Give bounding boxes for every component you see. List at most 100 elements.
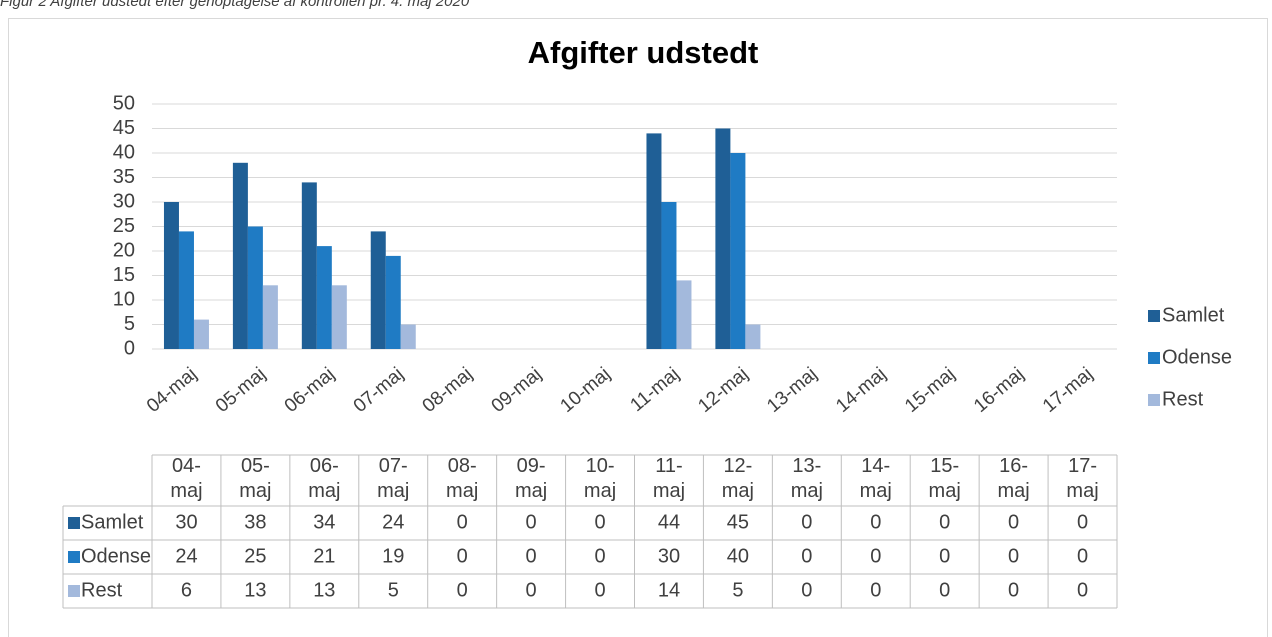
table-header: 17-maj bbox=[1066, 455, 1098, 502]
table-cell: 0 bbox=[1008, 579, 1019, 601]
caption: Figur 2 Afgifter udstedt efter genoptage… bbox=[0, 0, 470, 10]
x-tick-label: 16-maj bbox=[970, 364, 1028, 417]
y-tick-label: 0 bbox=[124, 337, 135, 359]
table-cell: 34 bbox=[313, 511, 335, 533]
table-cell: 0 bbox=[870, 511, 881, 533]
table-cell: 0 bbox=[801, 579, 812, 601]
bar bbox=[178, 231, 194, 349]
table-cell: 44 bbox=[658, 511, 680, 533]
bar bbox=[385, 255, 401, 349]
table-cell: 0 bbox=[526, 579, 537, 601]
table-header: 11-maj bbox=[653, 455, 685, 502]
x-tick-label: 15-maj bbox=[901, 364, 959, 417]
y-tick-label: 5 bbox=[124, 313, 135, 335]
table-cell: 6 bbox=[181, 579, 192, 601]
bar bbox=[730, 153, 746, 349]
table-cell: 0 bbox=[594, 545, 605, 567]
x-tick-label: 09-maj bbox=[488, 364, 546, 417]
bar bbox=[646, 133, 662, 349]
y-tick-label: 15 bbox=[113, 264, 135, 286]
table-cell: 0 bbox=[870, 545, 881, 567]
bar bbox=[715, 128, 731, 349]
table-cell: 24 bbox=[382, 511, 404, 533]
x-tick-label: 08-maj bbox=[419, 364, 477, 417]
table-header: 14-maj bbox=[860, 455, 892, 502]
table-header: 10-maj bbox=[584, 455, 616, 502]
table-cell: 19 bbox=[382, 545, 404, 567]
x-tick-label: 13-maj bbox=[763, 364, 821, 417]
table-row-label: Rest bbox=[81, 579, 123, 601]
table-cell: 45 bbox=[727, 511, 749, 533]
table-header: 12-maj bbox=[722, 455, 754, 502]
table-cell: 5 bbox=[388, 579, 399, 601]
legend-label: Odense bbox=[1162, 346, 1232, 368]
table-cell: 0 bbox=[457, 545, 468, 567]
table-cell: 0 bbox=[1008, 511, 1019, 533]
table-cell: 0 bbox=[870, 579, 881, 601]
table-cell: 0 bbox=[457, 511, 468, 533]
legend-swatch bbox=[1148, 352, 1160, 364]
table-cell: 0 bbox=[1008, 545, 1019, 567]
table-cell: 0 bbox=[594, 579, 605, 601]
bar bbox=[370, 231, 386, 349]
table-cell: 0 bbox=[939, 579, 950, 601]
table-cell: 24 bbox=[175, 545, 197, 567]
bar bbox=[661, 202, 677, 349]
x-tick-label: 04-maj bbox=[143, 364, 201, 417]
table-cell: 0 bbox=[594, 511, 605, 533]
table-header: 15-maj bbox=[929, 455, 961, 502]
x-tick-label: 10-maj bbox=[556, 364, 614, 417]
y-tick-label: 40 bbox=[113, 141, 135, 163]
table-cell: 13 bbox=[313, 579, 335, 601]
table-cell: 0 bbox=[526, 511, 537, 533]
table-cell: 0 bbox=[939, 545, 950, 567]
x-tick-label: 12-maj bbox=[694, 364, 752, 417]
table-header: 07-maj bbox=[377, 455, 409, 502]
bar bbox=[331, 285, 347, 349]
y-tick-label: 10 bbox=[113, 288, 135, 310]
bar bbox=[193, 319, 209, 349]
y-tick-label: 50 bbox=[113, 92, 135, 114]
table-cell: 0 bbox=[1077, 511, 1088, 533]
table-swatch bbox=[68, 517, 80, 529]
bar bbox=[316, 246, 332, 349]
chart-border bbox=[8, 18, 1268, 637]
table-cell: 25 bbox=[244, 545, 266, 567]
table-cell: 0 bbox=[1077, 545, 1088, 567]
table-header: 08-maj bbox=[446, 455, 478, 502]
table-cell: 0 bbox=[526, 545, 537, 567]
x-tick-label: 05-maj bbox=[212, 364, 270, 417]
bar bbox=[232, 162, 248, 349]
bar bbox=[301, 182, 317, 349]
table-header: 09-maj bbox=[515, 455, 547, 502]
bar bbox=[262, 285, 278, 349]
table-cell: 14 bbox=[658, 579, 680, 601]
table-swatch bbox=[68, 585, 80, 597]
table-cell: 40 bbox=[727, 545, 749, 567]
table-cell: 0 bbox=[801, 511, 812, 533]
bar bbox=[400, 324, 416, 349]
table-cell: 13 bbox=[244, 579, 266, 601]
x-tick-label: 11-maj bbox=[626, 364, 683, 417]
legend-swatch bbox=[1148, 394, 1160, 406]
bar bbox=[745, 324, 761, 349]
y-tick-label: 25 bbox=[113, 215, 135, 237]
legend-label: Samlet bbox=[1162, 304, 1225, 326]
table-header: 13-maj bbox=[791, 455, 823, 502]
table-cell: 30 bbox=[175, 511, 197, 533]
y-tick-label: 45 bbox=[113, 117, 135, 139]
bar bbox=[676, 280, 692, 349]
x-tick-label: 07-maj bbox=[350, 364, 408, 417]
table-swatch bbox=[68, 551, 80, 563]
chart-title: Afgifter udstedt bbox=[528, 35, 759, 70]
table-cell: 5 bbox=[732, 579, 743, 601]
table-header: 04-maj bbox=[170, 455, 202, 502]
legend-label: Rest bbox=[1162, 388, 1204, 410]
y-tick-label: 30 bbox=[113, 190, 135, 212]
table-row-label: Odense bbox=[81, 545, 151, 567]
y-tick-label: 20 bbox=[113, 239, 135, 261]
x-tick-label: 06-maj bbox=[281, 364, 339, 417]
table-cell: 0 bbox=[457, 579, 468, 601]
table-cell: 0 bbox=[939, 511, 950, 533]
table-header: 05-maj bbox=[239, 455, 271, 502]
